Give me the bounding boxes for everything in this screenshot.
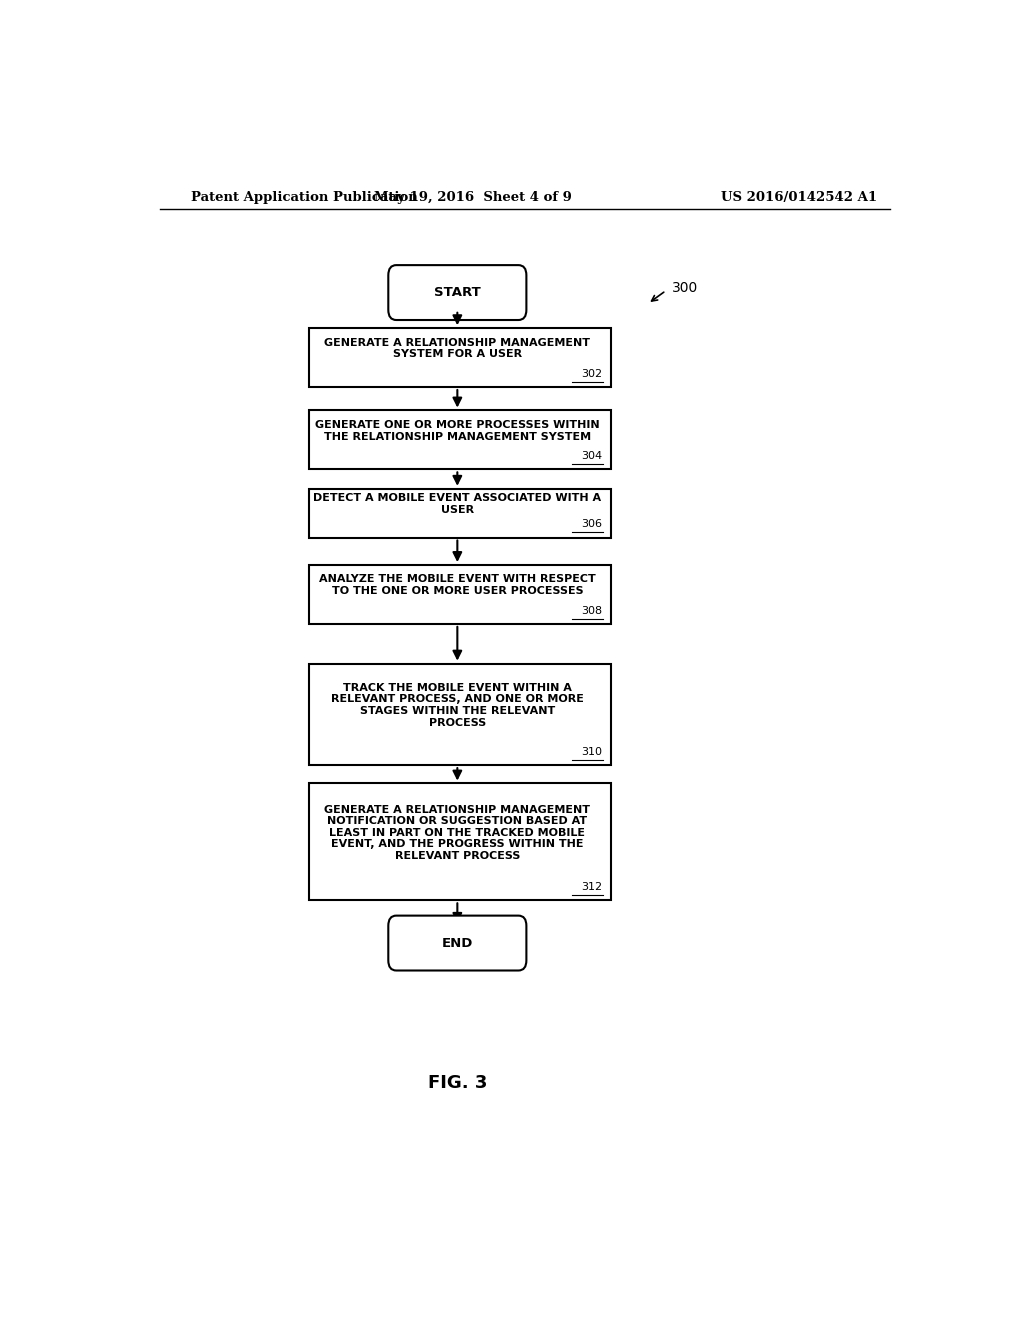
Text: 306: 306 bbox=[582, 519, 602, 529]
Text: May 19, 2016  Sheet 4 of 9: May 19, 2016 Sheet 4 of 9 bbox=[375, 190, 572, 203]
Text: DETECT A MOBILE EVENT ASSOCIATED WITH A
USER: DETECT A MOBILE EVENT ASSOCIATED WITH A … bbox=[313, 494, 601, 515]
FancyBboxPatch shape bbox=[309, 784, 610, 900]
FancyBboxPatch shape bbox=[309, 565, 610, 624]
FancyBboxPatch shape bbox=[309, 329, 610, 387]
Text: US 2016/0142542 A1: US 2016/0142542 A1 bbox=[721, 190, 877, 203]
Text: FIG. 3: FIG. 3 bbox=[428, 1074, 487, 1093]
Text: 308: 308 bbox=[582, 606, 602, 615]
FancyBboxPatch shape bbox=[309, 664, 610, 766]
Text: 302: 302 bbox=[582, 370, 602, 379]
Text: GENERATE A RELATIONSHIP MANAGEMENT
NOTIFICATION OR SUGGESTION BASED AT
LEAST IN : GENERATE A RELATIONSHIP MANAGEMENT NOTIF… bbox=[325, 805, 591, 861]
Text: 310: 310 bbox=[582, 747, 602, 758]
Text: TRACK THE MOBILE EVENT WITHIN A
RELEVANT PROCESS, AND ONE OR MORE
STAGES WITHIN : TRACK THE MOBILE EVENT WITHIN A RELEVANT… bbox=[331, 682, 584, 727]
Text: Patent Application Publication: Patent Application Publication bbox=[191, 190, 418, 203]
Text: 312: 312 bbox=[582, 882, 602, 892]
FancyBboxPatch shape bbox=[388, 916, 526, 970]
Text: END: END bbox=[441, 937, 473, 949]
Text: 304: 304 bbox=[582, 451, 602, 461]
Text: 300: 300 bbox=[672, 281, 698, 296]
Text: START: START bbox=[434, 286, 480, 300]
FancyBboxPatch shape bbox=[309, 411, 610, 470]
FancyBboxPatch shape bbox=[388, 265, 526, 319]
Text: GENERATE A RELATIONSHIP MANAGEMENT
SYSTEM FOR A USER: GENERATE A RELATIONSHIP MANAGEMENT SYSTE… bbox=[325, 338, 591, 359]
FancyBboxPatch shape bbox=[309, 488, 610, 537]
Text: GENERATE ONE OR MORE PROCESSES WITHIN
THE RELATIONSHIP MANAGEMENT SYSTEM: GENERATE ONE OR MORE PROCESSES WITHIN TH… bbox=[315, 420, 600, 442]
Text: ANALYZE THE MOBILE EVENT WITH RESPECT
TO THE ONE OR MORE USER PROCESSES: ANALYZE THE MOBILE EVENT WITH RESPECT TO… bbox=[318, 574, 596, 597]
